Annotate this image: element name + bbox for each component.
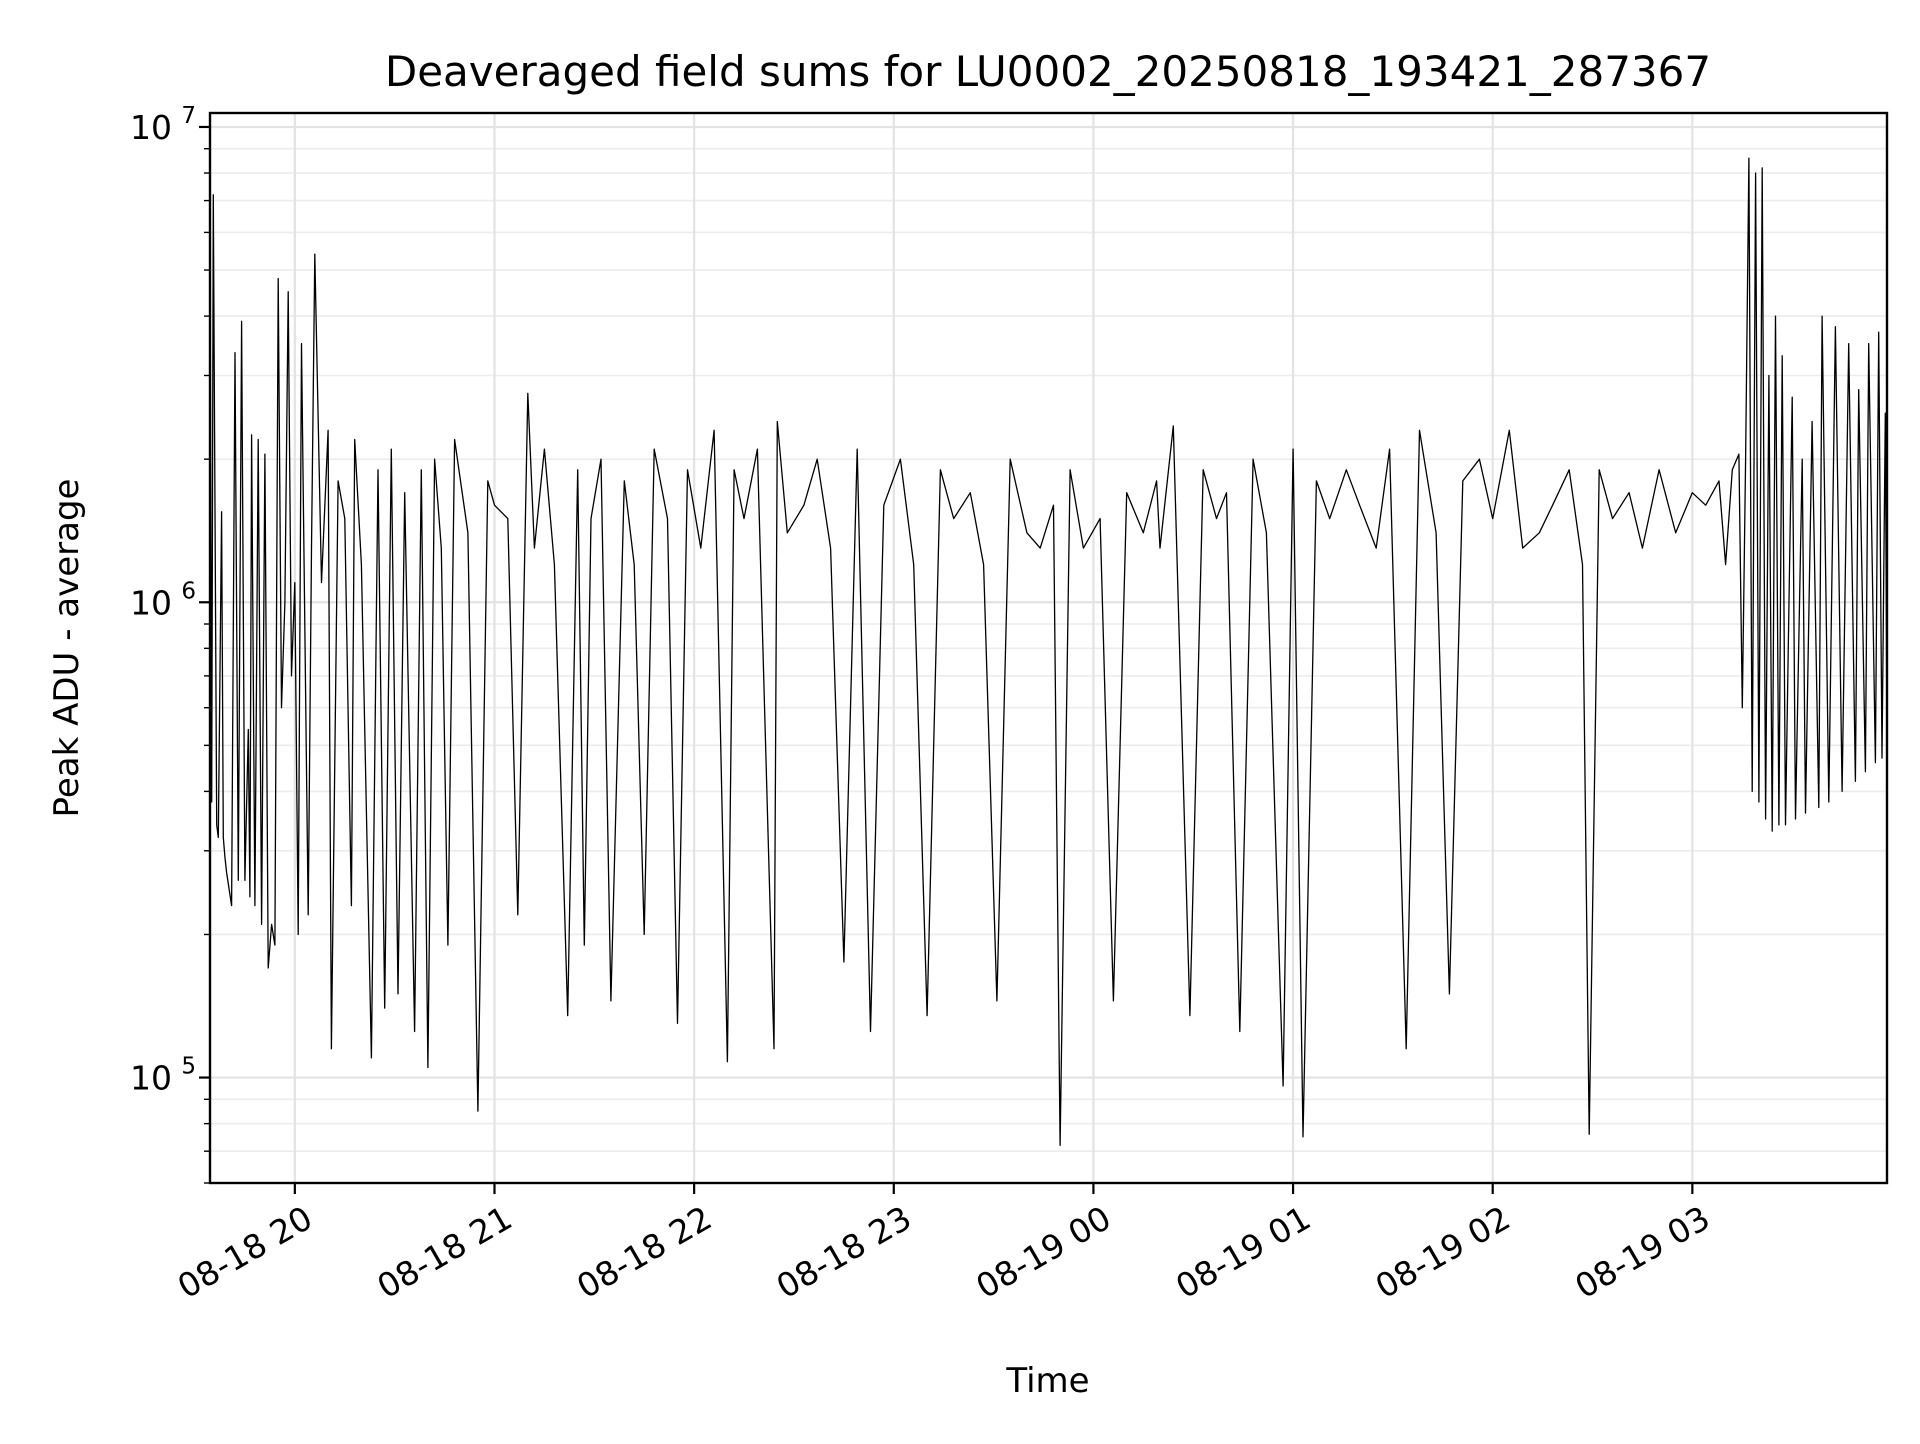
y-tick-label: 10: [130, 1059, 172, 1098]
y-tick-exponent: 6: [181, 578, 196, 604]
x-axis-label: Time: [1005, 1361, 1089, 1401]
y-tick-exponent: 5: [181, 1054, 196, 1080]
y-axis-label: Peak ADU - average: [47, 479, 87, 818]
y-tick-label: 10: [130, 583, 172, 622]
y-tick-label: 10: [130, 108, 172, 147]
chart-title: Deaveraged field sums for LU0002_2025081…: [385, 47, 1711, 96]
series-layer: [209, 157, 1888, 1147]
grid-layer: [210, 113, 1887, 1184]
y-tick-exponent: 7: [181, 103, 196, 129]
series-line: [209, 157, 1888, 1147]
